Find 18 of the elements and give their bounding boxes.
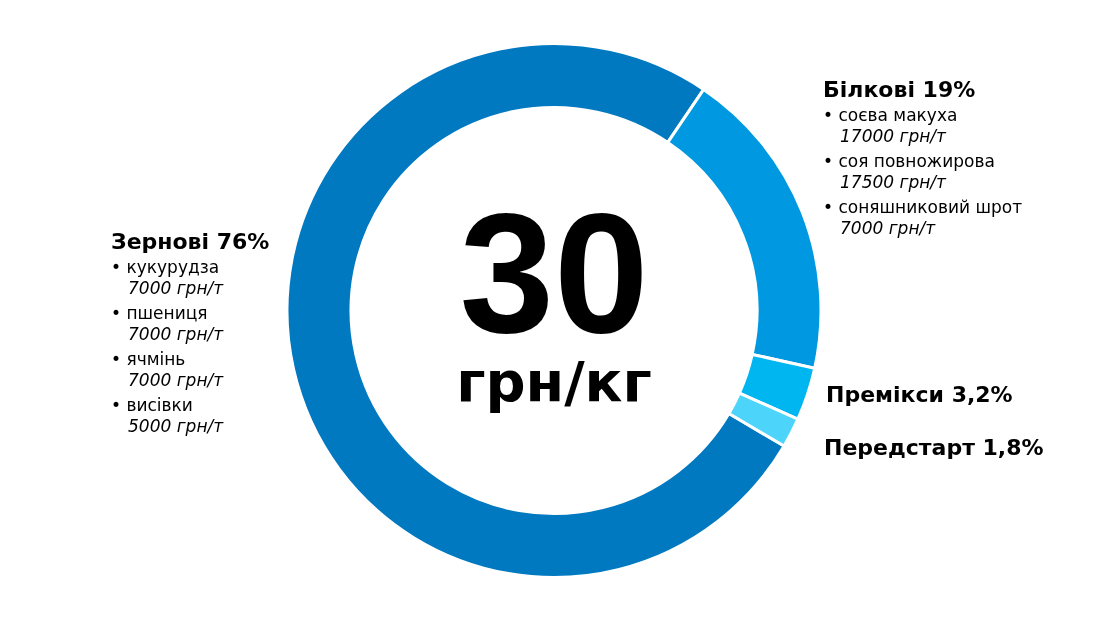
- slice-label: Премікси 3,2%: [826, 382, 1013, 407]
- text: 7000 грн/т: [128, 324, 224, 344]
- text: • пшениця: [111, 303, 208, 323]
- slice-label: Білкові 19%: [823, 77, 976, 102]
- text: 5000 грн/т: [128, 416, 224, 436]
- slice-label: Зернові 76%: [111, 229, 270, 254]
- text: • висівки: [111, 395, 193, 415]
- text: 7000 грн/т: [128, 278, 224, 298]
- text: • соя повножирова: [823, 151, 995, 171]
- slice-label: Передстарт 1,8%: [824, 435, 1044, 460]
- text: • ячмінь: [111, 349, 186, 369]
- text: 7000 грн/т: [128, 370, 224, 390]
- text: 17000 грн/т: [840, 126, 946, 146]
- text: • соєва макуха: [823, 105, 958, 125]
- text: • кукурудза: [111, 257, 220, 277]
- text: • соняшниковий шрот: [823, 197, 1023, 217]
- text: 17500 грн/т: [840, 172, 946, 192]
- text: 7000 грн/т: [840, 218, 936, 238]
